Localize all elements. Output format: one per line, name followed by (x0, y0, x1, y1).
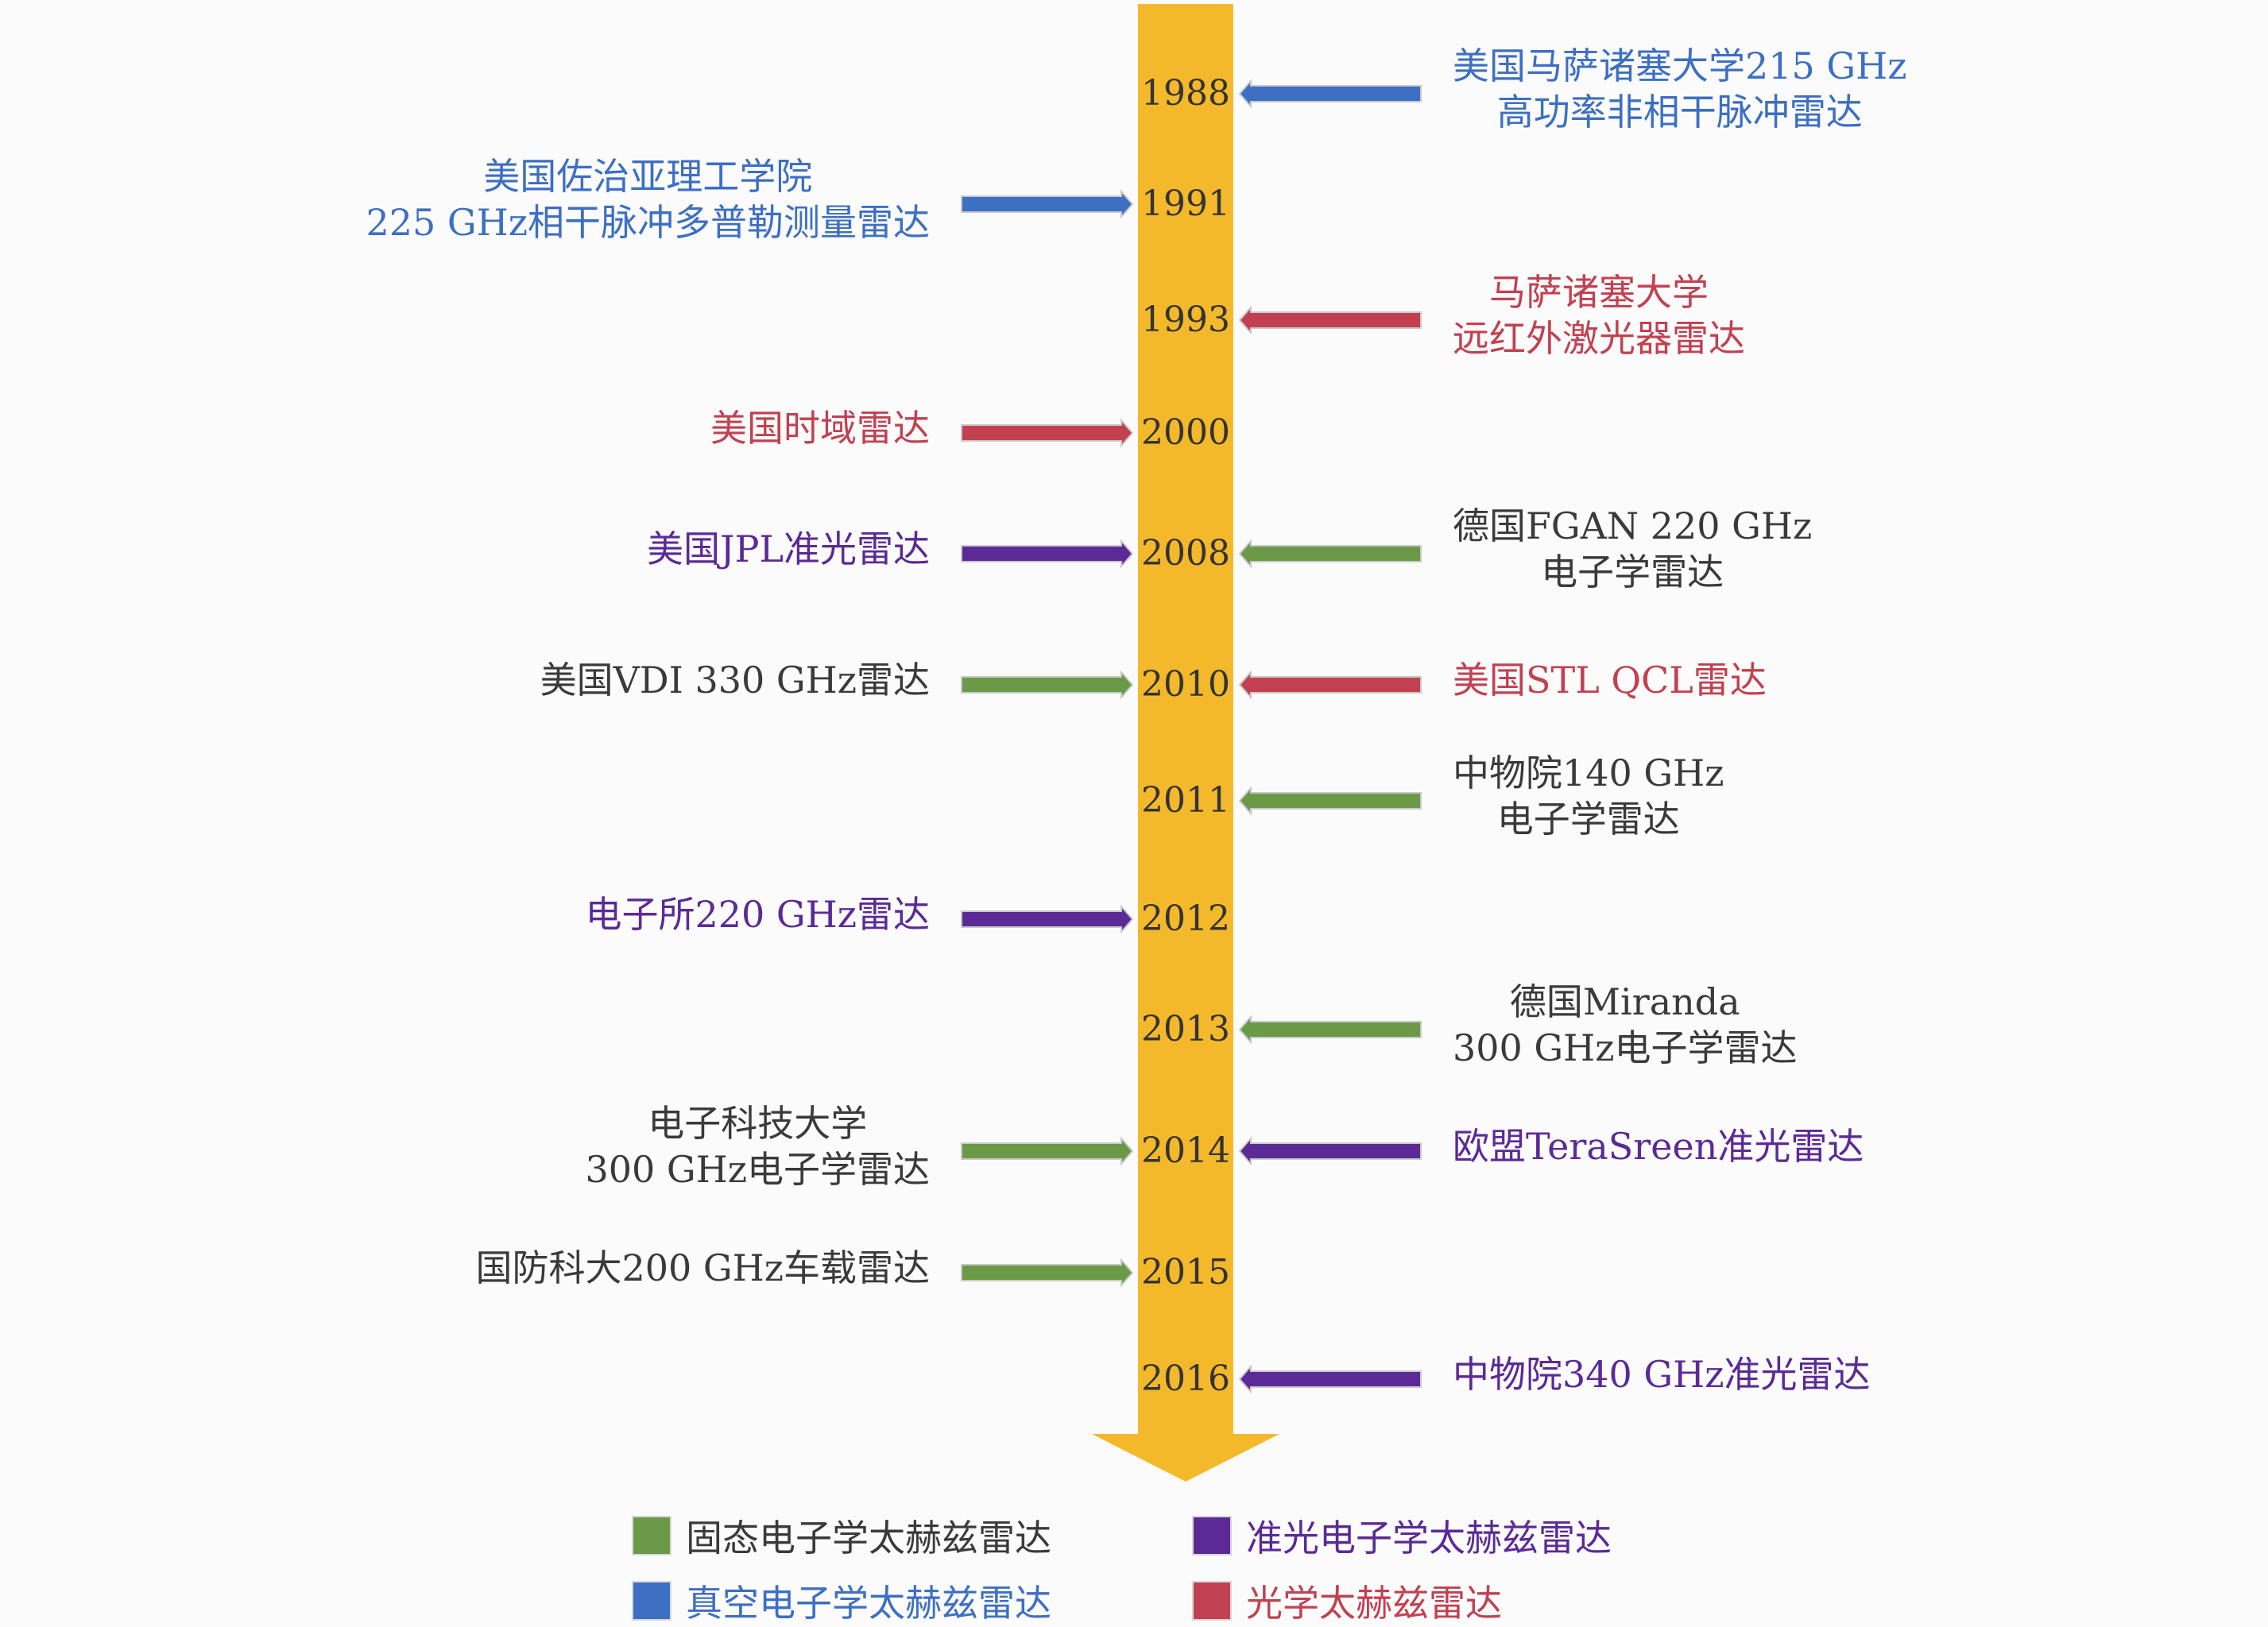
event-label-line: 美国VDI 330 GHz雷达 (540, 659, 930, 701)
event-label-line: 中物院140 GHz (1453, 752, 1724, 794)
event-arrow (1238, 1136, 1422, 1166)
event-label-line: 德国Miranda (1509, 980, 1740, 1023)
legend-item: 准光电子学太赫兹雷达 (1192, 1509, 1612, 1562)
legend-swatch (632, 1516, 671, 1556)
event-arrow (1238, 79, 1422, 109)
event-label: 美国马萨诸塞大学215 GHz 高功率非相干脉冲雷达 (1453, 43, 1907, 135)
event-label-line: 欧盟TeraSreen准光雷达 (1453, 1125, 1864, 1168)
event-label: 国防科大200 GHz车载雷达 (0, 1245, 930, 1291)
event-arrow (1238, 1014, 1422, 1045)
legend-label: 准光电子学太赫兹雷达 (1246, 1517, 1612, 1559)
event-label-line: 美国时域雷达 (710, 407, 930, 450)
legend-swatch (1192, 1581, 1232, 1621)
legend-swatch (632, 1581, 671, 1621)
event-label: 中物院340 GHz准光雷达 (1453, 1351, 1871, 1397)
event-arrow (961, 418, 1134, 448)
year-label: 2015 (1141, 1252, 1230, 1293)
event-arrow (961, 539, 1134, 569)
year-label: 2012 (1141, 899, 1230, 939)
event-arrow (1238, 670, 1422, 700)
event-label: 美国VDI 330 GHz雷达 (0, 657, 930, 703)
event-label: 中物院140 GHz 电子学雷达 (1453, 750, 1724, 842)
timeline-bar (1092, 4, 1279, 1482)
event-label-line: 300 GHz电子学雷达 (1453, 1026, 1798, 1069)
event-arrow (961, 670, 1134, 700)
event-label-line: 电子学雷达 (1496, 798, 1680, 841)
event-label: 德国Miranda 300 GHz电子学雷达 (1453, 979, 1798, 1071)
event-label-line: 电子所220 GHz雷达 (585, 893, 930, 936)
year-label: 1991 (1141, 184, 1230, 224)
event-label-line: 德国FGAN 220 GHz (1453, 504, 1813, 547)
event-label: 欧盟TeraSreen准光雷达 (1453, 1123, 1864, 1169)
event-arrow (961, 904, 1134, 934)
legend-swatch (1192, 1516, 1232, 1556)
legend-item: 固态电子学太赫兹雷达 (632, 1509, 1051, 1562)
legend-item: 真空电子学太赫兹雷达 (632, 1575, 1051, 1627)
legend-label: 固态电子学太赫兹雷达 (686, 1517, 1051, 1559)
year-label: 2008 (1141, 533, 1230, 574)
year-label: 1988 (1141, 73, 1230, 114)
event-label: 马萨诸塞大学 远红外激光器雷达 (1453, 269, 1745, 361)
event-arrow (1238, 1364, 1422, 1394)
event-label: 德国FGAN 220 GHz 电子学雷达 (1453, 503, 1812, 595)
legend-label: 光学太赫兹雷达 (1246, 1582, 1502, 1625)
event-label-line: 美国STL QCL雷达 (1453, 659, 1767, 701)
event-label: 美国JPL准光雷达 (0, 526, 930, 572)
event-label-line: 远红外激光器雷达 (1453, 317, 1745, 360)
event-label-line: 国防科大200 GHz车载雷达 (475, 1246, 930, 1289)
event-arrow (961, 189, 1134, 219)
year-label: 2010 (1141, 664, 1230, 705)
legend-label: 真空电子学太赫兹雷达 (686, 1582, 1051, 1625)
event-label-line: 中物院340 GHz准光雷达 (1453, 1353, 1871, 1396)
year-label: 2000 (1141, 412, 1230, 453)
event-label-line: 电子学雷达 (1541, 551, 1724, 593)
event-label: 电子科技大学 300 GHz电子学雷达 (585, 1100, 930, 1192)
event-label-line: 300 GHz电子学雷达 (585, 1148, 930, 1191)
year-label: 2013 (1141, 1009, 1230, 1049)
event-label-line: 美国JPL准光雷达 (647, 528, 930, 570)
event-label-line: 美国马萨诸塞大学215 GHz (1453, 44, 1907, 87)
event-arrow (1238, 305, 1422, 335)
event-label-line: 美国佐治亚理工学院 (483, 155, 813, 198)
event-label: 美国STL QCL雷达 (1453, 657, 1767, 703)
event-label: 美国时域雷达 (0, 405, 930, 451)
event-label-line: 225 GHz相干脉冲多普勒测量雷达 (366, 201, 930, 244)
event-label-line: 马萨诸塞大学 (1489, 271, 1709, 314)
year-label: 2016 (1141, 1358, 1230, 1399)
legend-item: 光学太赫兹雷达 (1192, 1575, 1502, 1627)
event-arrow (961, 1258, 1134, 1288)
year-label: 1993 (1141, 300, 1230, 340)
event-arrow (1238, 539, 1422, 569)
year-label: 2014 (1141, 1130, 1230, 1171)
event-arrow (961, 1136, 1134, 1166)
event-label: 美国佐治亚理工学院 225 GHz相干脉冲多普勒测量雷达 (366, 153, 930, 245)
event-arrow (1238, 786, 1422, 816)
event-label-line: 电子科技大学 (648, 1102, 868, 1145)
event-label: 电子所220 GHz雷达 (0, 891, 930, 937)
year-label: 2011 (1141, 780, 1230, 821)
event-label-line: 高功率非相干脉冲雷达 (1496, 91, 1863, 133)
